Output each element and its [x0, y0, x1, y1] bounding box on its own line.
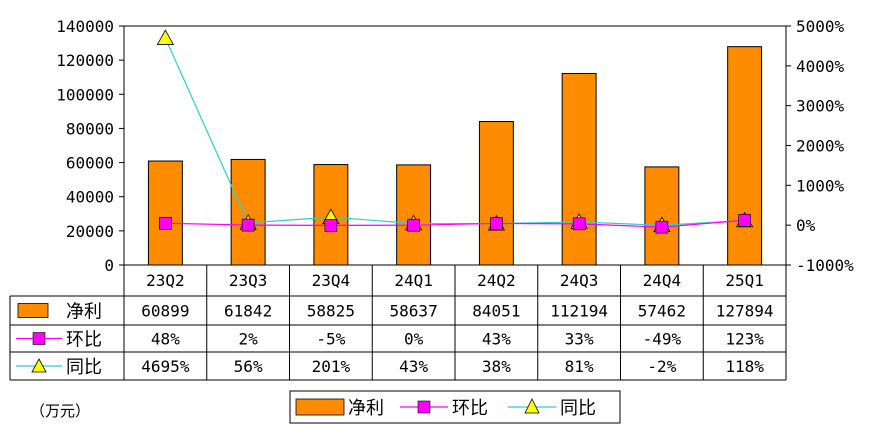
- right-tick-label: 1000%: [796, 176, 845, 195]
- bar-series: [147, 46, 763, 266]
- table-cell: 57462: [638, 302, 686, 321]
- right-tick-label: 5000%: [796, 17, 845, 36]
- table-cell: 123%: [725, 330, 764, 349]
- table-key-qoq-marker: [32, 332, 46, 345]
- left-axis: 0 20000 40000 60000 80000 100000 120000 140000: [56, 17, 124, 275]
- table-row-label: 同比: [66, 357, 102, 378]
- table-row-label: 净利: [66, 302, 102, 323]
- table-cell: 48%: [151, 330, 180, 349]
- table-cell: 43%: [482, 330, 511, 349]
- category-label: 24Q1: [394, 271, 433, 290]
- data-table: 23Q2 23Q3 23Q4 24Q1 24Q2 24Q3 24Q4 25Q1 净利 60899 6…: [9, 265, 787, 381]
- plot-frame: [123, 25, 787, 266]
- right-tick-label: 2000%: [796, 137, 845, 156]
- bar-23Q3: [230, 158, 266, 266]
- table-key-profit: [17, 303, 49, 318]
- bar-24Q3: [561, 72, 597, 266]
- qoq-point-24Q4: [655, 220, 669, 234]
- qoq-line: [165, 219, 745, 228]
- qoq-point-24Q1: [407, 218, 420, 232]
- table-cell: 2%: [238, 330, 258, 349]
- category-label: 25Q1: [725, 271, 764, 290]
- plot-border: [123, 25, 787, 266]
- table-cell: 118%: [725, 357, 764, 376]
- left-tick-label: 80000: [66, 119, 114, 138]
- table-cell: 60899: [141, 302, 189, 321]
- table-cell: 4695%: [141, 357, 190, 376]
- yoy-point-23Q2: [156, 29, 175, 45]
- table-cell: 58637: [390, 302, 438, 321]
- category-label: 23Q3: [229, 271, 268, 290]
- qoq-point-24Q2: [490, 217, 503, 230]
- table-cell: 56%: [234, 357, 263, 376]
- right-tick-label: 3000%: [796, 97, 845, 116]
- line-series: [156, 29, 754, 234]
- table-cell: 127894: [716, 302, 774, 321]
- right-tick-label: 0%: [796, 216, 816, 235]
- left-tick-label: 20000: [66, 222, 114, 241]
- legend: 净利 环比 同比: [289, 390, 621, 424]
- table-cell: 38%: [482, 357, 511, 376]
- qoq-point-23Q4: [324, 219, 338, 232]
- legend-label-qoq: 环比: [452, 398, 488, 419]
- bar-25Q1: [727, 46, 763, 266]
- table-key-yoy-marker: [31, 358, 47, 373]
- table-cell: -2%: [647, 357, 676, 376]
- table-cell: -5%: [316, 330, 345, 349]
- right-tick-label: -1000%: [796, 256, 854, 275]
- legend-label-yoy: 同比: [560, 398, 596, 419]
- left-tick-label: 140000: [56, 17, 114, 36]
- category-label: 24Q4: [643, 271, 682, 290]
- bar-24Q4: [644, 166, 680, 266]
- legend-key-yoy-marker: [524, 398, 540, 414]
- legend-key-qoq-marker: [417, 400, 431, 414]
- category-label: 23Q2: [146, 271, 185, 290]
- right-tick-label: 4000%: [796, 57, 845, 76]
- left-tick-label: 60000: [66, 154, 114, 173]
- table-cell: 112194: [550, 302, 608, 321]
- table-cell: 58825: [307, 302, 355, 321]
- qoq-point-24Q3: [572, 217, 586, 231]
- table-cell: 0%: [404, 330, 424, 349]
- legend-box: [289, 390, 621, 424]
- qoq-point-23Q3: [241, 218, 255, 232]
- table-cell: 33%: [565, 330, 594, 349]
- legend-label-profit: 净利: [348, 398, 384, 419]
- yoy-line: [164, 37, 745, 226]
- unit-label: （万元）: [30, 402, 90, 420]
- bar-23Q2: [147, 160, 183, 266]
- table-cell: -49%: [643, 330, 682, 349]
- table-cell: 61842: [224, 302, 272, 321]
- category-label: 23Q4: [312, 271, 351, 290]
- left-tick-label: 40000: [66, 188, 114, 207]
- right-axis: -1000% 0% 1000% 2000% 3000% 4000% 5000%: [786, 17, 854, 275]
- category-label: 24Q2: [477, 271, 516, 290]
- table-cell: 201%: [312, 357, 351, 376]
- table-cell: 81%: [565, 357, 594, 376]
- qoq-point-23Q2: [159, 216, 172, 230]
- legend-key-profit: [295, 398, 345, 416]
- left-tick-label: 100000: [56, 85, 114, 104]
- left-tick-label: 0: [104, 256, 114, 275]
- category-label: 24Q3: [560, 271, 599, 290]
- left-tick-label: 120000: [56, 51, 114, 70]
- table-row-label: 环比: [66, 330, 102, 351]
- bar-24Q2: [478, 121, 514, 266]
- table-cell: 84051: [472, 302, 520, 321]
- qoq-point-25Q1: [738, 213, 751, 227]
- table-cell: 43%: [399, 357, 428, 376]
